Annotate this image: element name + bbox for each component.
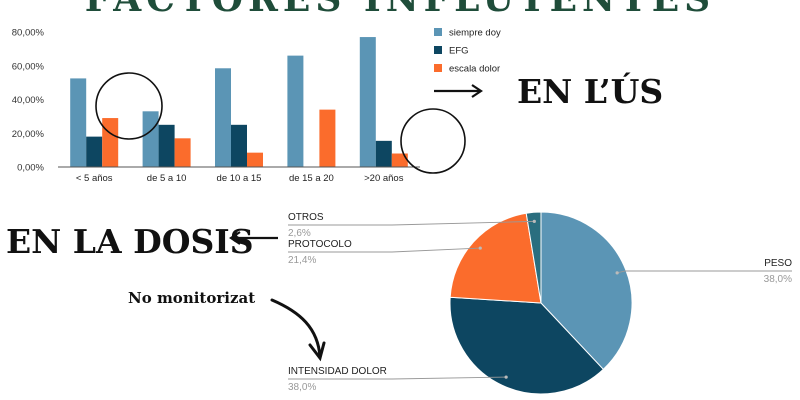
bar (391, 153, 408, 167)
pie-slice (540, 211, 633, 371)
pie-slice (449, 296, 605, 395)
bar-y-tick-label: 0,00% (17, 163, 44, 174)
pie-slice (525, 211, 542, 304)
bar-y-tick-label: 40,00% (12, 95, 45, 106)
bar (158, 124, 175, 167)
callout-en-lus: EN L’ÚS (517, 72, 664, 111)
highlight-circle (95, 72, 163, 140)
pie-leader-line (288, 376, 507, 380)
bar-y-tick-label: 60,00% (12, 61, 45, 72)
legend-swatch (434, 28, 442, 36)
bar (231, 124, 247, 167)
bar-x-tick-label: >20 años (364, 173, 404, 184)
pie-slice (449, 212, 542, 304)
callout-no-monitoritzat: No monitorizat (128, 289, 256, 307)
bar (70, 78, 87, 167)
callout-en-la-dosis: EN LA DOSIS (6, 222, 254, 261)
pie-slice-label: OTROS (288, 212, 324, 223)
bar (174, 138, 191, 167)
pie-leader-dot (615, 271, 619, 275)
arrow-right-icon (434, 84, 483, 98)
pie-slice-label: INTENSIDAD DOLOR (288, 366, 387, 377)
bar (375, 140, 392, 167)
pie-slice-value: 2,6% (288, 228, 311, 239)
bar (142, 111, 159, 167)
bar-y-tick-label: 20,00% (12, 129, 45, 140)
highlight-circle (400, 108, 466, 174)
pie-slice-label: PESO (764, 258, 792, 269)
legend-label: escala dolor (449, 64, 500, 75)
pie-leader-dot (478, 246, 482, 250)
bar (319, 109, 336, 167)
arrow-left-icon (229, 231, 278, 245)
pie-leader-line (288, 247, 481, 253)
pie-slice-value: 38,0% (764, 274, 792, 285)
pie-leader-line (617, 270, 792, 274)
bar-y-tick-label: 80,00% (12, 28, 45, 39)
bar-x-tick-label: < 5 años (76, 173, 113, 184)
legend-label: siempre doy (449, 28, 501, 39)
bar (102, 118, 119, 167)
bar (247, 152, 263, 167)
pie-leader-dot (504, 375, 508, 379)
slide-title: FACTORES INFLUYENTES (0, 0, 800, 20)
bar (215, 68, 231, 167)
bar-x-tick-label: de 15 a 20 (289, 173, 334, 184)
bar (86, 136, 103, 167)
pie-slice-label: PROTOCOLO (288, 239, 352, 250)
bar (359, 37, 376, 167)
pie-slice-value: 21,4% (288, 255, 316, 266)
legend-swatch (434, 64, 442, 72)
legend-swatch (434, 46, 442, 54)
legend-label: EFG (449, 46, 469, 57)
pie-slice-value: 38,0% (288, 382, 316, 393)
bar-x-tick-label: de 5 a 10 (147, 173, 187, 184)
bar-chart: 0,00% 20,00% 40,00% 60,00% 80,00% < 5 años de… (12, 28, 501, 185)
bar (287, 55, 304, 167)
curved-arrow-icon (270, 298, 326, 362)
pie-leader-line (288, 220, 535, 226)
pie-leader-dot (532, 219, 536, 223)
bar-x-tick-label: de 10 a 15 (217, 173, 262, 184)
